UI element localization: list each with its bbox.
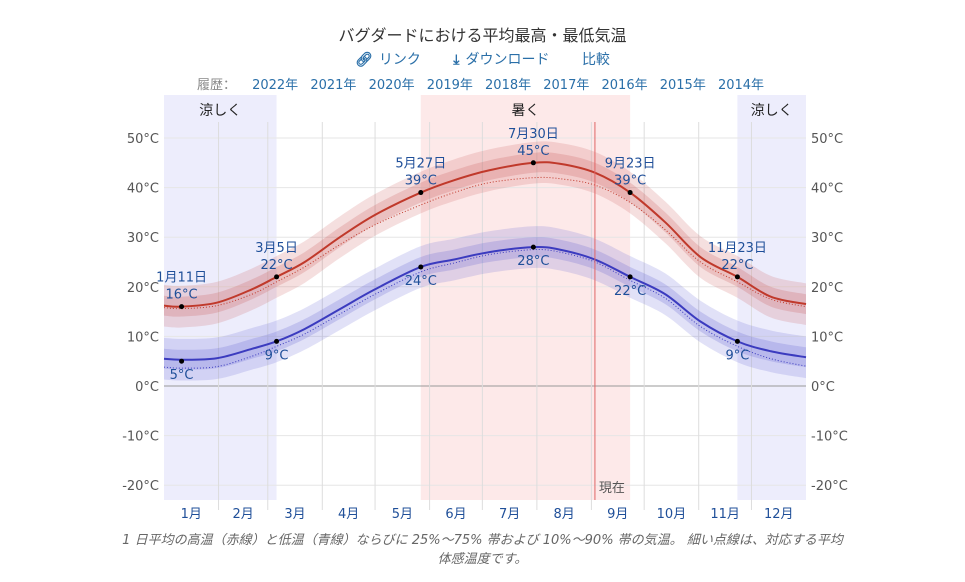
month-label: 7月 bbox=[499, 507, 520, 522]
download-icon: ⤓ bbox=[453, 52, 460, 68]
y-tick-label-left: 40°C bbox=[127, 182, 159, 197]
chart-actions: 🔗︎ リンク ⤓ ダウンロード 比較 bbox=[0, 49, 965, 69]
annotation-date: 5月27日 bbox=[395, 157, 446, 172]
data-point-marker bbox=[530, 160, 536, 166]
annotation-value: 39°C bbox=[614, 174, 646, 189]
month-label: 4月 bbox=[338, 507, 359, 522]
season-band-cool bbox=[164, 95, 277, 500]
month-label: 12月 bbox=[764, 507, 794, 522]
y-tick-label-right: 20°C bbox=[811, 281, 843, 296]
link-label: リンク bbox=[378, 52, 421, 68]
y-tick-label-right: -20°C bbox=[811, 479, 848, 494]
month-label: 2月 bbox=[233, 507, 254, 522]
compare-button[interactable]: 比較 bbox=[581, 52, 610, 68]
data-point-marker bbox=[274, 338, 280, 344]
data-point-marker bbox=[734, 274, 740, 280]
data-point-marker bbox=[418, 190, 424, 196]
history-year-link[interactable]: 2019年 bbox=[426, 78, 473, 93]
history-year-link[interactable]: 2018年 bbox=[485, 78, 532, 93]
season-label: 涼しく bbox=[751, 103, 793, 119]
annotation-date: 9月23日 bbox=[605, 157, 656, 172]
annotation-value: 39°C bbox=[405, 174, 437, 189]
season-label: 暑く bbox=[511, 103, 539, 119]
annotation-value: 22°C bbox=[721, 258, 753, 273]
low-temp-line bbox=[163, 246, 807, 361]
download-label: ダウンロード bbox=[465, 52, 550, 68]
annotation-value: 9°C bbox=[725, 348, 749, 363]
history-year-link[interactable]: 2022年 bbox=[252, 78, 299, 93]
y-tick-label-left: 50°C bbox=[127, 132, 159, 147]
high-band-10-90 bbox=[164, 141, 806, 328]
low-band-10-90 bbox=[164, 226, 806, 381]
y-tick-label-left: 30°C bbox=[127, 231, 159, 246]
now-label: 現在 bbox=[599, 481, 625, 496]
data-point-marker bbox=[627, 274, 633, 280]
data-point-marker bbox=[274, 274, 280, 280]
month-label: 10月 bbox=[657, 507, 687, 522]
y-tick-label-right: -10°C bbox=[811, 430, 848, 445]
season-label: 涼しく bbox=[199, 103, 241, 119]
annotation-date: 3月5日 bbox=[255, 241, 298, 256]
history-year-link[interactable]: 2016年 bbox=[601, 78, 648, 93]
data-point-marker bbox=[734, 338, 740, 344]
history-year-link[interactable]: 2014年 bbox=[717, 78, 765, 93]
annotation-date: 11月23日 bbox=[708, 241, 767, 256]
annotation-date: 7月30日 bbox=[508, 127, 559, 142]
data-point-marker bbox=[418, 264, 424, 270]
chart-title: バグダードにおける平均最高・最低気温 bbox=[338, 26, 627, 45]
month-label: 8月 bbox=[554, 507, 575, 522]
y-tick-label-right: 30°C bbox=[811, 231, 843, 246]
annotation-date: 1月11日 bbox=[156, 271, 207, 286]
y-tick-label-left: 20°C bbox=[127, 281, 159, 296]
history-bar: 履歴： 2022年 2021年 2020年 2019年 2018年 2017年 … bbox=[0, 74, 965, 93]
history-label: 履歴： bbox=[196, 78, 236, 93]
month-label: 5月 bbox=[392, 507, 413, 522]
annotation-value: 9°C bbox=[265, 348, 289, 363]
data-point-marker bbox=[179, 304, 185, 310]
y-tick-label-left: -20°C bbox=[122, 479, 159, 494]
high-temp-line bbox=[163, 161, 807, 308]
y-tick-label-right: 0°C bbox=[811, 380, 835, 395]
link-icon: 🔗︎ bbox=[355, 52, 373, 68]
y-tick-label-right: 50°C bbox=[811, 132, 843, 147]
low-feels-like-line bbox=[163, 249, 807, 369]
y-tick-label-left: 10°C bbox=[127, 330, 159, 345]
annotation-value: 24°C bbox=[405, 274, 437, 289]
annotation-value: 45°C bbox=[517, 144, 549, 159]
link-button[interactable]: 🔗︎ リンク bbox=[355, 52, 421, 68]
annotation-value: 22°C bbox=[614, 284, 646, 299]
month-label: 11月 bbox=[710, 507, 740, 522]
month-label: 1月 bbox=[181, 507, 202, 522]
month-label: 9月 bbox=[607, 507, 628, 522]
data-point-marker bbox=[179, 358, 185, 364]
history-year-link[interactable]: 2021年 bbox=[310, 78, 357, 93]
history-year-link[interactable]: 2020年 bbox=[368, 78, 415, 93]
history-year-link[interactable]: 2017年 bbox=[543, 78, 590, 93]
y-tick-label-right: 10°C bbox=[811, 330, 843, 345]
chart-caption: 1 日平均の高温（赤線）と低温（青線）ならびに 25%～75% 帯および 10%… bbox=[122, 533, 843, 567]
data-point-marker bbox=[530, 244, 536, 250]
y-tick-label-left: 0°C bbox=[135, 380, 159, 395]
month-label: 3月 bbox=[284, 507, 305, 522]
y-tick-label-left: -10°C bbox=[122, 430, 159, 445]
y-tick-label-right: 40°C bbox=[811, 182, 843, 197]
annotation-value: 5°C bbox=[170, 368, 194, 383]
data-point-marker bbox=[627, 190, 633, 196]
month-label: 6月 bbox=[445, 507, 466, 522]
annotation-value: 22°C bbox=[261, 258, 293, 273]
history-year-link[interactable]: 2015年 bbox=[659, 78, 706, 93]
download-button[interactable]: ⤓ ダウンロード bbox=[453, 52, 549, 68]
annotation-value: 28°C bbox=[517, 254, 549, 269]
annotation-value: 16°C bbox=[166, 288, 198, 303]
